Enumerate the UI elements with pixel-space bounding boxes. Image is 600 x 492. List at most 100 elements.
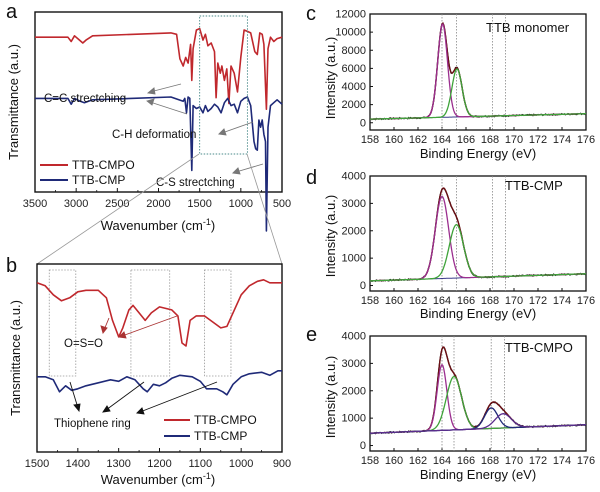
annotation-arrows-oso [100,315,178,339]
arrow-ch [221,121,254,134]
x-tick-label: 1400 [66,458,90,470]
plot-frame-d [369,175,587,292]
y-tick-label: 2000 [342,99,366,111]
x-tick-label: 158 [361,134,379,146]
arrowhead-oso-2 [118,331,127,339]
panel-a-ftir-full: a 3500 3000 2500 2000 1500 1000 500 Transmitta… [6,1,291,265]
y-tick-label: 3000 [342,358,366,370]
panel-c-xps-monomer: c TTB monomer Intensity (a.u.) Binding E… [306,3,570,161]
x-axis-label-d: Binding Energy (eV) [420,306,536,321]
xps-plot-d: 158 160 162 164 166 168 170 172 174 176 0 1000 2000 3… [342,171,596,308]
y-axis-label-e: Intensity (a.u.) [323,356,338,438]
y-tick-label: 10000 [335,27,366,39]
series-a [35,27,283,232]
x-tick-label: 176 [577,295,595,307]
fit-component-peak-1 [369,195,586,282]
highlight-box [48,269,77,377]
x-tick-label: 168 [481,295,499,307]
y-tick-label: 1000 [342,413,366,425]
y-tick-label: 2000 [342,225,366,237]
y-axis-label-a: Transmittance (a.u.) [6,44,21,160]
series-line-ttb-cmpo [36,279,282,347]
xps-plot-e: 158 160 162 164 166 168 170 172 174 176 0 1000 2000 3… [342,331,596,468]
raw-spectrum [369,22,587,121]
y-axis-label-b: Transmittance (a.u.) [8,300,23,416]
x-tick-label: 166 [457,295,475,307]
y-tick-label: 12000 [335,9,366,21]
arrowhead-thio-1 [73,403,81,413]
y-tick-label: 4000 [342,331,366,343]
panel-title-c: TTB monomer [486,20,570,35]
y-tick-label: 4000 [342,81,366,93]
x-tick-label: 1500 [187,198,211,210]
y-tick-label: 3000 [342,198,366,210]
series-line-ttb-cmpo [35,27,283,110]
fit-component-peak-4 [370,413,586,434]
x-tick-label: 900 [273,458,291,470]
x-axis-label-b: Wavenumber (cm-1) [101,471,215,487]
fit-component-peak-2 [369,223,586,282]
annotation-arrows-a [146,83,264,175]
x-tick-label: 170 [505,134,523,146]
fit-envelope [370,346,586,434]
x-tick-label: 162 [409,134,427,146]
x-axis-label-a-main: Wavenumber (cm [101,218,203,233]
xps-plot-c: 158 160 162 164 166 168 170 172 174 176 0 2000 4000 6… [335,9,595,147]
x-axis-label-b-sup: -1 [203,471,211,481]
legend-label-cmpo-b: TTB-CMPO [194,413,257,427]
x-tick-label: 158 [361,455,379,467]
x-ticks-b: 1500 1400 1300 1200 1100 1000 900 [25,448,291,470]
arrow-cc-1 [149,83,182,93]
annotation-arrows-thiophene [69,381,218,415]
highlight-box [204,269,232,377]
arrow-thio-2 [105,381,145,411]
x-tick-label: 172 [529,295,547,307]
x-tick-label: 3500 [23,198,47,210]
x-axis-label-a-sup: -1 [203,217,211,227]
series-line-ttb-cmp [37,370,282,396]
x-tick-label: 166 [457,134,475,146]
panel-title-d: TTB-CMP [505,178,563,193]
y-tick-label: 4000 [342,171,366,183]
arrowhead-thio-2 [102,405,111,413]
x-tick-label: 170 [505,295,523,307]
arrowhead-thio-3 [136,407,145,415]
y-tick-label: 1000 [342,253,366,265]
arrow-thio-3 [139,381,218,413]
y-tick-label: 2000 [342,385,366,397]
arrow-oso-2 [121,315,178,337]
x-tick-label: 174 [553,455,571,467]
arrowhead-ch [218,128,227,136]
y-tick-label: 0 [360,117,366,129]
x-tick-label: 3000 [64,198,88,210]
x-axis-label-e: Binding Energy (eV) [420,467,536,482]
y-tick-label: 0 [360,440,366,452]
fit-envelope [369,187,586,282]
x-tick-label: 160 [385,455,403,467]
legend-label-cmp-b: TTB-CMP [194,429,247,443]
x-tick-label: 176 [577,455,595,467]
x-axis-label-c: Binding Energy (eV) [420,146,536,161]
fit-envelope [370,21,586,120]
fit-component-peak-2 [370,68,586,120]
y-tick-label: 0 [360,280,366,292]
x-tick-label: 1000 [229,198,253,210]
x-tick-label: 164 [433,134,451,146]
x-axis-label-b-main: Wavenumber (cm [101,472,203,487]
panel-e-xps-cmpo: e TTB-CMPO Intensity (a.u.) Binding Ener… [306,324,573,482]
arrow-cs [235,163,264,173]
x-tick-label: 166 [457,455,475,467]
plot-frame-c [369,13,587,131]
x-tick-label: 162 [409,455,427,467]
y-tick-label: 6000 [342,63,366,75]
arrowhead-cc-2 [146,98,155,106]
x-tick-label: 164 [433,295,451,307]
x-tick-label: 164 [433,455,451,467]
x-tick-label: 172 [529,134,547,146]
x-tick-label: 1500 [25,458,49,470]
x-axis-label-a-end: ) [211,218,215,233]
x-tick-label: 500 [273,198,291,210]
highlight-box [130,269,171,377]
x-tick-label: 1100 [189,458,213,470]
